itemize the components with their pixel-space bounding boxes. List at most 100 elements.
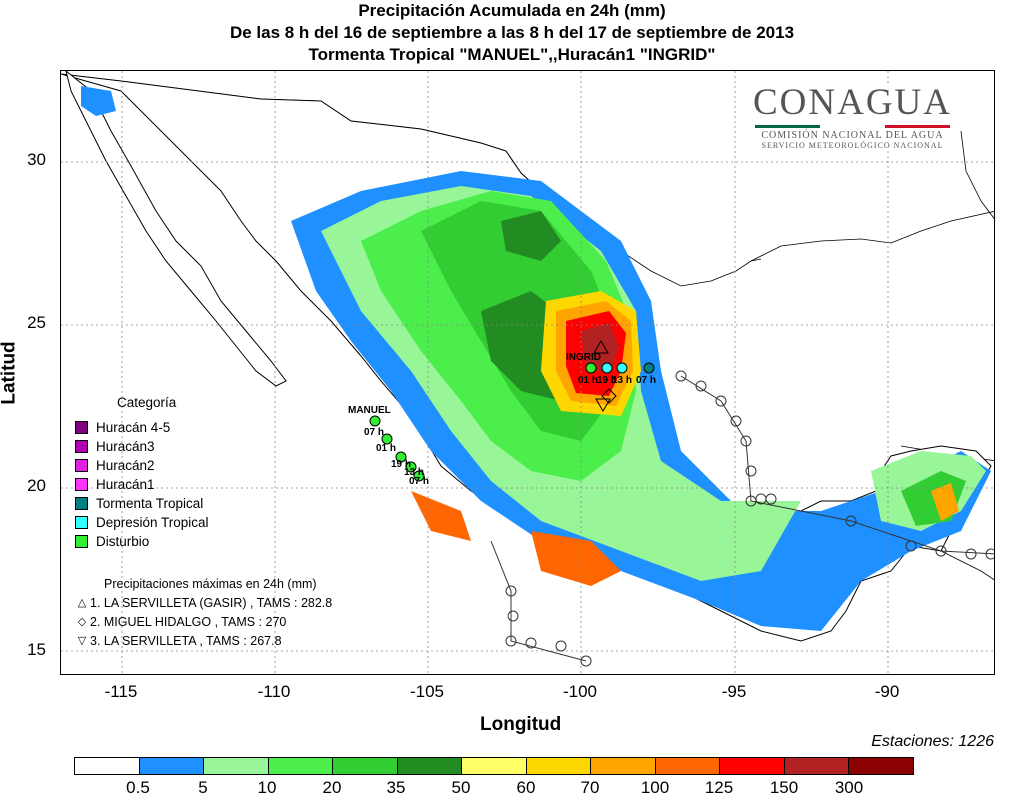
legend-item: Huracán 4-5 [75, 418, 209, 437]
colorbar-segment [139, 758, 205, 774]
max-precip-text: 3. LA SERVILLETA , TAMS : 267.8 [90, 634, 282, 648]
x-tick-label: -90 [874, 682, 900, 701]
legend-label: Huracán1 [96, 477, 155, 492]
colorbar-segment [655, 758, 721, 774]
manuel-point [369, 415, 381, 427]
triangle-up-icon: △ [77, 597, 87, 609]
y-tick-label: 25 [27, 313, 46, 332]
legend-swatch [75, 440, 88, 453]
x-tick-label: -100 [562, 682, 598, 701]
manuel-point [413, 470, 425, 482]
y-tick-label: 20 [27, 476, 46, 495]
track-circle [507, 610, 519, 622]
colorbar-label: 70 [580, 778, 600, 797]
colorbar-segment [591, 758, 656, 774]
title-block: Precipitación Acumulada en 24h (mm) De l… [0, 0, 1024, 66]
y-tick-label: 15 [27, 640, 46, 659]
ingrid-time-4: 07 h [636, 375, 656, 386]
legend-item: Huracán1 [75, 475, 209, 494]
legend-swatch [75, 516, 88, 529]
logo-subtitle-1: COMISIÓN NACIONAL DEL AGUA [761, 130, 944, 141]
legend-item: Huracán2 [75, 456, 209, 475]
track-circle [845, 515, 857, 527]
colorbar-label: 35 [386, 778, 406, 797]
colorbar-segment [849, 758, 913, 774]
legend-swatch [75, 459, 88, 472]
manuel-track-circles [505, 585, 592, 667]
track-circle [985, 548, 994, 560]
x-tick-label: -110 [257, 682, 291, 701]
track-circle [525, 637, 537, 649]
y-axis-title: Latitud [0, 341, 20, 405]
max-precip-row: ◇ 2. MIGUEL HIDALGO , TAMS : 270 [74, 613, 332, 632]
legend-label: Huracán2 [96, 458, 155, 473]
colorbar-segment [333, 758, 398, 774]
colorbar-segment [397, 758, 463, 774]
category-legend: Categoría Huracán 4-5 Huracán3 Huracán2 … [75, 395, 209, 551]
manuel-time-5: 07 h [409, 476, 429, 487]
logo-subtitle-2: SERVICIO METEOROLÓGICO NACIONAL [761, 141, 944, 150]
manuel-time-3: 19 h [391, 459, 411, 470]
track-circle [730, 415, 742, 427]
max-precip-text: 1. LA SERVILLETA (GASIR) , TAMS : 282.8 [90, 596, 333, 610]
track-circle [765, 493, 777, 505]
colorbar-segment [268, 758, 334, 774]
colorbar-label: 100 [640, 778, 670, 797]
logo-flag-bar [755, 125, 950, 128]
max-precip-legend: Precipitaciones máximas en 24h (mm) △ 1. … [74, 575, 332, 651]
colorbar-label: 20 [322, 778, 342, 797]
max-marker-triangle-up [593, 340, 609, 354]
track-circle [675, 370, 687, 382]
x-axis-title: Longitud [480, 714, 562, 735]
triangle-down-icon: ▽ [77, 635, 87, 647]
legend-swatch [75, 421, 88, 434]
x-tick-label: -95 [721, 682, 747, 701]
max-marker-triangle-down [595, 398, 611, 412]
ingrid-label: INGRID [566, 352, 601, 363]
map-frame: MANUEL 07 h 01 h 19 h 13 h 07 h INGRID 0… [60, 70, 995, 675]
title-line-1: Precipitación Acumulada en 24h (mm) [358, 1, 666, 20]
max-precip-row: △ 1. LA SERVILLETA (GASIR) , TAMS : 282.8 [74, 594, 332, 613]
legend-label: Depresión Tropical [96, 515, 209, 530]
manuel-points [369, 415, 425, 482]
conagua-logo: CONAGUA COMISIÓN NACIONAL DEL AGUA SERVI… [745, 83, 960, 150]
colorbar-label: 150 [769, 778, 799, 797]
legend-label: Huracán 4-5 [96, 420, 171, 435]
ingrid-time-3: 13 h [612, 375, 632, 386]
max-precip-text: 2. MIGUEL HIDALGO , TAMS : 270 [90, 615, 287, 629]
manuel-point [381, 433, 393, 445]
colorbar-segment [784, 758, 850, 774]
title-line-3: Tormenta Tropical "MANUEL",,Huracán1 "IN… [308, 45, 716, 64]
max-precip-title: Precipitaciones máximas en 24h (mm) [104, 577, 317, 591]
x-tick-label: -105 [409, 682, 445, 701]
diamond-icon: ◇ [77, 616, 87, 628]
stations-count: Estaciones: 1226 [871, 733, 994, 750]
map-svg: MANUEL 07 h 01 h 19 h 13 h 07 h INGRID 0… [61, 71, 994, 674]
manuel-point [395, 451, 407, 463]
gridlines [61, 71, 994, 674]
x-tick-label: -115 [104, 682, 138, 701]
logo-main-text: CONAGUA [753, 82, 952, 123]
manuel-time-4: 13 h [404, 467, 424, 478]
ingrid-point [616, 362, 628, 374]
baja-california [65, 71, 287, 387]
ingrid-point [585, 362, 597, 374]
ingrid-points [585, 362, 655, 374]
manuel-time-1: 07 h [364, 427, 384, 438]
legend-swatch [75, 478, 88, 491]
manuel-time-2: 01 h [376, 443, 396, 454]
legend-item: Huracán3 [75, 437, 209, 456]
legend-swatch [75, 497, 88, 510]
max-precip-row: ▽ 3. LA SERVILLETA , TAMS : 267.8 [74, 632, 332, 651]
track-circle [965, 548, 977, 560]
colorbar-segment [462, 758, 527, 774]
manuel-track-line [490, 540, 587, 662]
colorbar-segment [204, 758, 269, 774]
colorbar-label: 50 [451, 778, 471, 797]
legend-title: Categoría [117, 395, 177, 410]
colorbar-segment [75, 758, 140, 774]
legend-swatch [75, 535, 88, 548]
colorbar-label: 0.5 [126, 778, 150, 797]
precip-fields [81, 86, 991, 631]
colorbar-label: 10 [257, 778, 277, 797]
